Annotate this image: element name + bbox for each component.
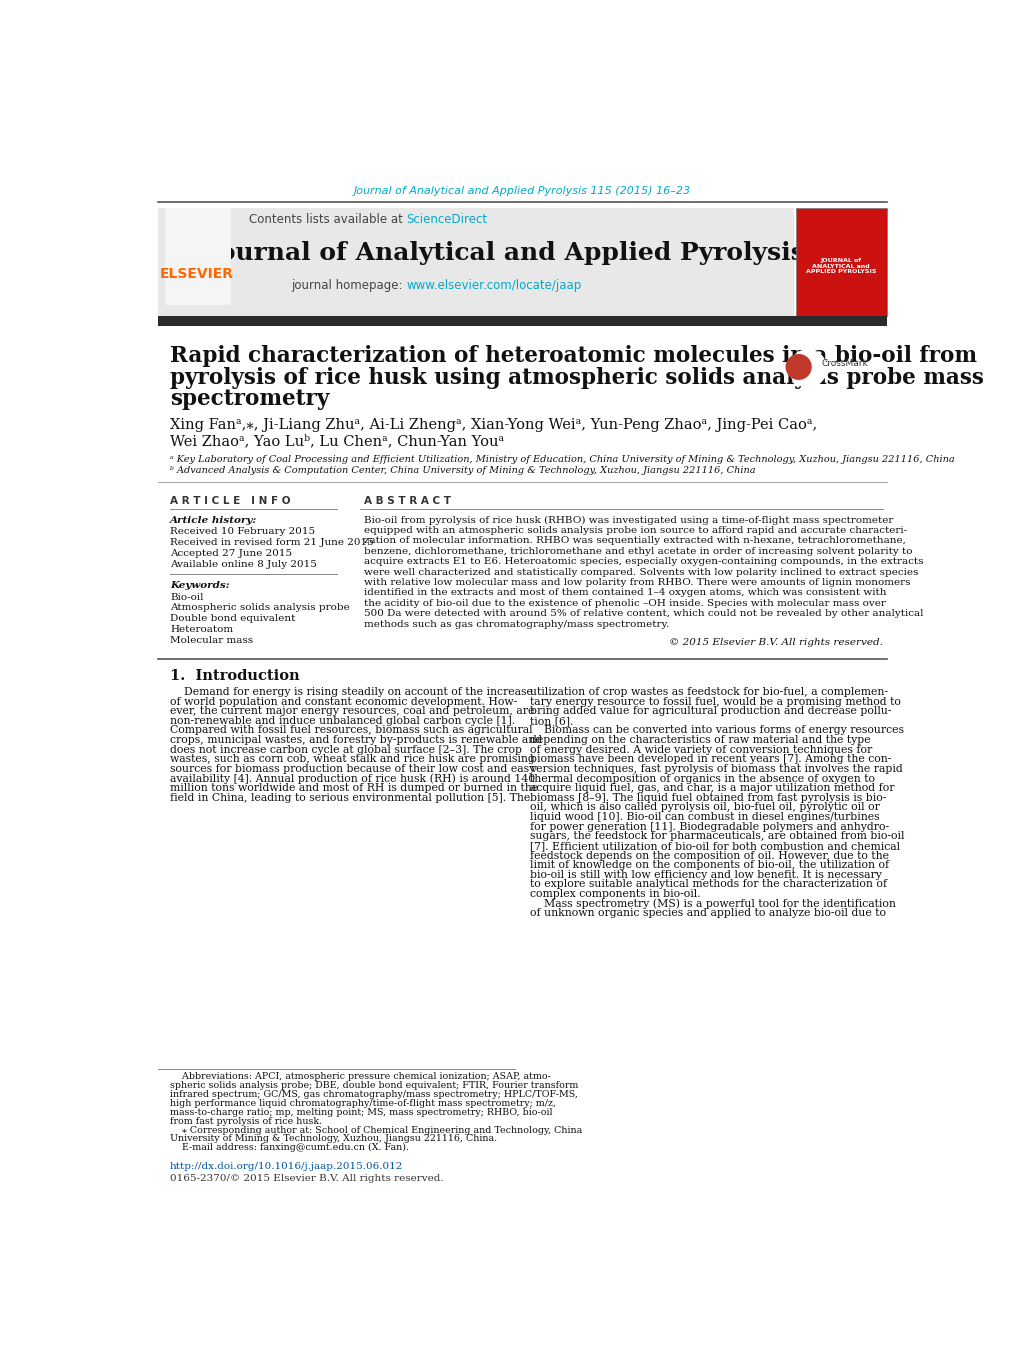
Text: Accepted 27 June 2015: Accepted 27 June 2015 (170, 549, 292, 558)
Text: from fast pyrolysis of rice husk.: from fast pyrolysis of rice husk. (170, 1117, 322, 1125)
Text: the acidity of bio-oil due to the existence of phenolic –OH inside. Species with: the acidity of bio-oil due to the existe… (364, 598, 884, 608)
Text: sources for biomass production because of their low cost and easy: sources for biomass production because o… (170, 763, 535, 774)
Text: Abbreviations: APCI, atmospheric pressure chemical ionization; ASAP, atmo-: Abbreviations: APCI, atmospheric pressur… (170, 1073, 550, 1081)
Text: University of Mining & Technology, Xuzhou, Jiangsu 221116, China.: University of Mining & Technology, Xuzho… (170, 1135, 497, 1143)
Text: ᵇ Advanced Analysis & Computation Center, China University of Mining & Technolog: ᵇ Advanced Analysis & Computation Center… (170, 466, 755, 474)
Text: biomass [8–9]. The liquid fuel obtained from fast pyrolysis is bio-: biomass [8–9]. The liquid fuel obtained … (530, 793, 886, 802)
Text: for power generation [11]. Biodegradable polymers and anhydro-: for power generation [11]. Biodegradable… (530, 821, 889, 832)
Text: million tons worldwide and most of RH is dumped or burned in the: million tons worldwide and most of RH is… (170, 784, 538, 793)
Text: complex components in bio-oil.: complex components in bio-oil. (530, 889, 700, 898)
Text: methods such as gas chromatography/mass spectrometry.: methods such as gas chromatography/mass … (364, 620, 668, 628)
Text: Wei Zhaoᵃ, Yao Luᵇ, Lu Chenᵃ, Chun-Yan Youᵃ: Wei Zhaoᵃ, Yao Luᵇ, Lu Chenᵃ, Chun-Yan Y… (170, 434, 503, 449)
Text: Demand for energy is rising steadily on account of the increase: Demand for energy is rising steadily on … (170, 686, 533, 697)
Text: journal homepage:: journal homepage: (291, 278, 407, 292)
FancyBboxPatch shape (795, 208, 887, 316)
Text: utilization of crop wastes as feedstock for bio-fuel, a complemen-: utilization of crop wastes as feedstock … (530, 686, 888, 697)
Text: Molecular mass: Molecular mass (170, 636, 253, 644)
Text: tary energy resource to fossil fuel, would be a promising method to: tary energy resource to fossil fuel, wou… (530, 697, 901, 707)
Text: Bio-oil: Bio-oil (170, 593, 204, 601)
Text: Received in revised form 21 June 2015: Received in revised form 21 June 2015 (170, 538, 374, 547)
Text: of world population and constant economic development. How-: of world population and constant economi… (170, 697, 517, 707)
Text: Compared with fossil fuel resources, biomass such as agricultural: Compared with fossil fuel resources, bio… (170, 725, 532, 735)
FancyBboxPatch shape (158, 208, 793, 316)
Text: Available online 8 July 2015: Available online 8 July 2015 (170, 559, 317, 569)
Text: ⁎ Corresponding author at: School of Chemical Engineering and Technology, China: ⁎ Corresponding author at: School of Che… (170, 1125, 582, 1135)
Text: field in China, leading to serious environmental pollution [5]. The: field in China, leading to serious envir… (170, 793, 530, 802)
Text: liquid wood [10]. Bio-oil can combust in diesel engines/turbines: liquid wood [10]. Bio-oil can combust in… (530, 812, 879, 821)
Text: Bio-oil from pyrolysis of rice husk (RHBO) was investigated using a time-of-flig: Bio-oil from pyrolysis of rice husk (RHB… (364, 516, 893, 524)
Text: pyrolysis of rice husk using atmospheric solids analysis probe mass: pyrolysis of rice husk using atmospheric… (170, 366, 983, 389)
Text: does not increase carbon cycle at global surface [2–3]. The crop: does not increase carbon cycle at global… (170, 744, 522, 755)
FancyBboxPatch shape (158, 316, 887, 326)
Text: availability [4]. Annual production of rice husk (RH) is around 140: availability [4]. Annual production of r… (170, 773, 535, 784)
Circle shape (786, 354, 810, 380)
Text: Heteroatom: Heteroatom (170, 626, 233, 634)
Text: were well characterized and statistically compared. Solvents with low polarity i: were well characterized and statisticall… (364, 567, 917, 577)
Text: [7]. Efficient utilization of bio-oil for both combustion and chemical: [7]. Efficient utilization of bio-oil fo… (530, 840, 900, 851)
Text: Mass spectrometry (MS) is a powerful tool for the identification: Mass spectrometry (MS) is a powerful too… (530, 898, 896, 909)
Text: Keywords:: Keywords: (170, 581, 229, 590)
Text: to explore suitable analytical methods for the characterization of: to explore suitable analytical methods f… (530, 880, 887, 889)
Text: © 2015 Elsevier B.V. All rights reserved.: © 2015 Elsevier B.V. All rights reserved… (668, 638, 882, 647)
Text: sugars, the feedstock for pharmaceuticals, are obtained from bio-oil: sugars, the feedstock for pharmaceutical… (530, 831, 904, 842)
Text: 1.  Introduction: 1. Introduction (170, 670, 300, 684)
Text: Received 10 February 2015: Received 10 February 2015 (170, 527, 315, 536)
Text: zation of molecular information. RHBO was sequentially extracted with n-hexane, : zation of molecular information. RHBO wa… (364, 536, 905, 546)
Text: of energy desired. A wide variety of conversion techniques for: of energy desired. A wide variety of con… (530, 744, 872, 755)
Text: 500 Da were detected with around 5% of relative content, which could not be reve: 500 Da were detected with around 5% of r… (364, 609, 922, 619)
Text: high performance liquid chromatography/time-of-flight mass spectrometry; m/z,: high performance liquid chromatography/t… (170, 1098, 555, 1108)
Text: ᵃ Key Laboratory of Coal Processing and Efficient Utilization, Ministry of Educa: ᵃ Key Laboratory of Coal Processing and … (170, 455, 954, 463)
Text: www.elsevier.com/locate/jaap: www.elsevier.com/locate/jaap (407, 278, 581, 292)
Text: wastes, such as corn cob, wheat stalk and rice husk are promising: wastes, such as corn cob, wheat stalk an… (170, 754, 534, 765)
Text: ever, the current major energy resources, coal and petroleum, are: ever, the current major energy resources… (170, 707, 534, 716)
Text: equipped with an atmospheric solids analysis probe ion source to afford rapid an: equipped with an atmospheric solids anal… (364, 526, 906, 535)
Text: bring added value for agricultural production and decrease pollu-: bring added value for agricultural produ… (530, 707, 892, 716)
Text: Double bond equivalent: Double bond equivalent (170, 615, 296, 623)
Text: JOURNAL of
ANALYTICAL and
APPLIED PYROLYSIS: JOURNAL of ANALYTICAL and APPLIED PYROLY… (805, 258, 875, 274)
Text: of unknown organic species and applied to analyze bio-oil due to: of unknown organic species and applied t… (530, 908, 886, 919)
Circle shape (789, 350, 825, 386)
Text: crops, municipal wastes, and forestry by-products is renewable and: crops, municipal wastes, and forestry by… (170, 735, 542, 744)
Text: acquire extracts E1 to E6. Heteroatomic species, especially oxygen-containing co: acquire extracts E1 to E6. Heteroatomic … (364, 557, 922, 566)
Text: A R T I C L E   I N F O: A R T I C L E I N F O (170, 496, 290, 505)
Text: E-mail address: fanxing@cumt.edu.cn (X. Fan).: E-mail address: fanxing@cumt.edu.cn (X. … (170, 1143, 409, 1152)
Text: identified in the extracts and most of them contained 1–4 oxygen atoms, which wa: identified in the extracts and most of t… (364, 589, 886, 597)
Text: Article history:: Article history: (170, 516, 257, 526)
Text: CrossMark: CrossMark (820, 359, 867, 369)
FancyBboxPatch shape (164, 208, 230, 304)
Text: infrared spectrum; GC/MS, gas chromatography/mass spectrometry; HPLC/TOF-MS,: infrared spectrum; GC/MS, gas chromatogr… (170, 1090, 578, 1100)
Text: Xing Fanᵃ,⁎, Ji-Liang Zhuᵃ, Ai-Li Zhengᵃ, Xian-Yong Weiᵃ, Yun-Peng Zhaoᵃ, Jing-P: Xing Fanᵃ,⁎, Ji-Liang Zhuᵃ, Ai-Li Zhengᵃ… (170, 419, 816, 432)
Text: depending on the characteristics of raw material and the type: depending on the characteristics of raw … (530, 735, 870, 744)
Text: Biomass can be converted into various forms of energy resources: Biomass can be converted into various fo… (530, 725, 904, 735)
Text: Rapid characterization of heteroatomic molecules in a bio-oil from: Rapid characterization of heteroatomic m… (170, 345, 976, 367)
Text: biomass have been developed in recent years [7]. Among the con-: biomass have been developed in recent ye… (530, 754, 891, 765)
Text: Contents lists available at: Contents lists available at (249, 213, 407, 227)
Text: tion [6].: tion [6]. (530, 716, 574, 725)
Text: Journal of Analytical and Applied Pyrolysis 115 (2015) 16–23: Journal of Analytical and Applied Pyroly… (354, 186, 691, 196)
Text: oil, which is also called pyrolysis oil, bio-fuel oil, pyrolytic oil or: oil, which is also called pyrolysis oil,… (530, 802, 879, 812)
Text: mass-to-charge ratio; mp, melting point; MS, mass spectrometry; RHBO, bio-oil: mass-to-charge ratio; mp, melting point;… (170, 1108, 552, 1117)
Text: bio-oil is still with low efficiency and low benefit. It is necessary: bio-oil is still with low efficiency and… (530, 870, 881, 880)
Text: A B S T R A C T: A B S T R A C T (364, 496, 450, 505)
Text: benzene, dichloromethane, trichloromethane and ethyl acetate in order of increas: benzene, dichloromethane, trichlorometha… (364, 547, 911, 555)
Text: with relative low molecular mass and low polarity from RHBO. There were amounts : with relative low molecular mass and low… (364, 578, 910, 588)
Text: Journal of Analytical and Applied Pyrolysis: Journal of Analytical and Applied Pyroly… (208, 240, 805, 265)
Text: non-renewable and induce unbalanced global carbon cycle [1].: non-renewable and induce unbalanced glob… (170, 716, 515, 725)
Text: 0165-2370/© 2015 Elsevier B.V. All rights reserved.: 0165-2370/© 2015 Elsevier B.V. All right… (170, 1174, 443, 1183)
Text: http://dx.doi.org/10.1016/j.jaap.2015.06.012: http://dx.doi.org/10.1016/j.jaap.2015.06… (170, 1162, 404, 1171)
Text: Atmospheric solids analysis probe: Atmospheric solids analysis probe (170, 604, 350, 612)
Text: spectrometry: spectrometry (170, 388, 329, 411)
Text: thermal decomposition of organics in the absence of oxygen to: thermal decomposition of organics in the… (530, 774, 874, 784)
Text: feedstock depends on the composition of oil. However, due to the: feedstock depends on the composition of … (530, 851, 889, 861)
Text: acquire liquid fuel, gas, and char, is a major utilization method for: acquire liquid fuel, gas, and char, is a… (530, 784, 894, 793)
Text: spheric solids analysis probe; DBE, double bond equivalent; FTIR, Fourier transf: spheric solids analysis probe; DBE, doub… (170, 1081, 578, 1090)
Text: limit of knowledge on the components of bio-oil, the utilization of: limit of knowledge on the components of … (530, 861, 889, 870)
Text: version techniques, fast pyrolysis of biomass that involves the rapid: version techniques, fast pyrolysis of bi… (530, 763, 903, 774)
Text: ScienceDirect: ScienceDirect (407, 213, 487, 227)
Text: ELSEVIER: ELSEVIER (160, 266, 234, 281)
